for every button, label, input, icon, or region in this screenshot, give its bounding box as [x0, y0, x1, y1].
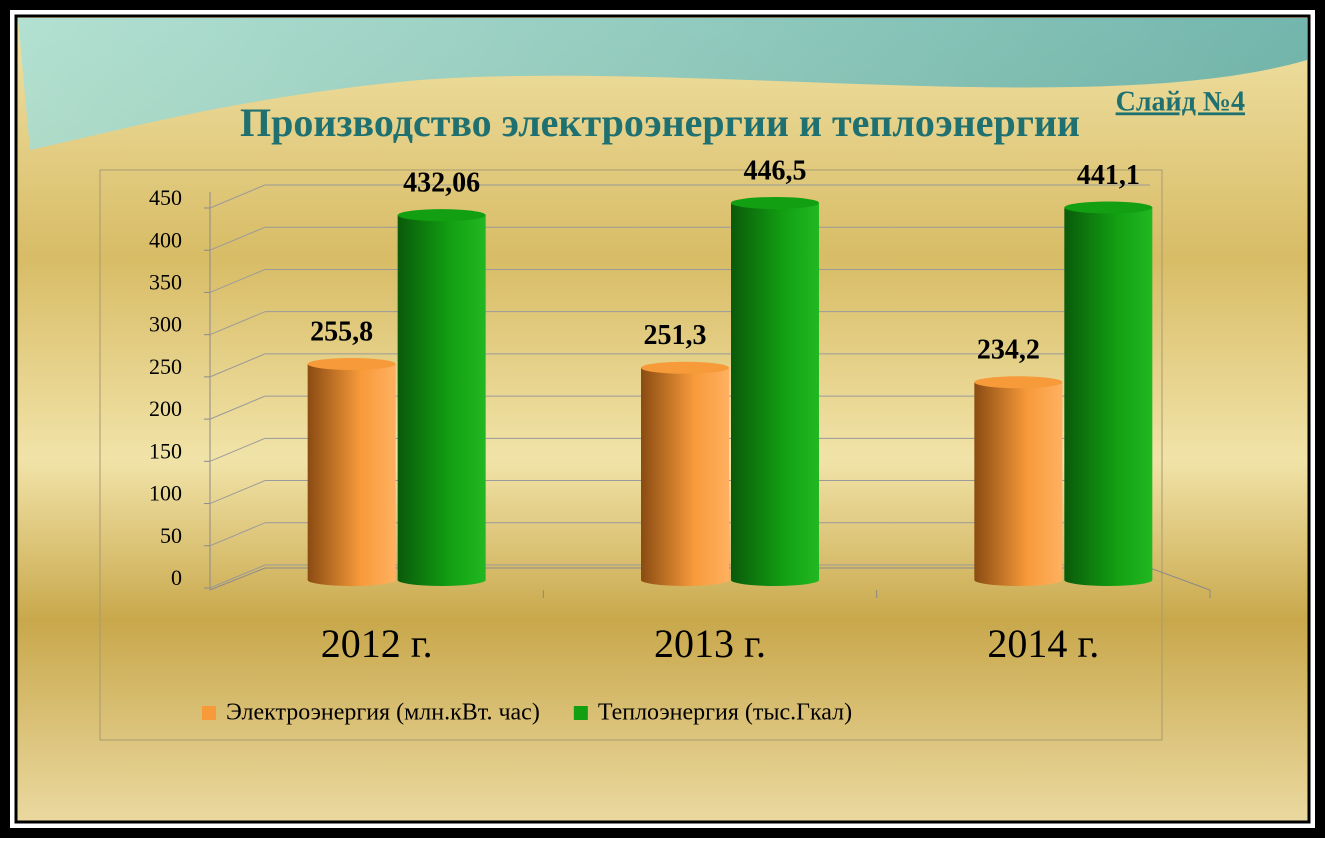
y-tick-label: 250 [149, 354, 182, 379]
chart-title: Производство электроэнергии и теплоэнерг… [240, 100, 1080, 145]
legend-label: Электроэнергия (млн.кВт. час) [226, 700, 540, 726]
bar [641, 368, 729, 580]
value-label: 432,06 [403, 168, 480, 199]
y-tick-label: 350 [149, 269, 182, 294]
bar-base [1064, 574, 1152, 586]
x-tick-label: 2014 г. [987, 621, 1099, 666]
bar-base [641, 574, 729, 586]
slide-label: Слайд №4 [1116, 86, 1245, 117]
legend-label: Теплоэнергия (тыс.Гкал) [598, 700, 852, 726]
value-label: 446,5 [744, 155, 807, 186]
y-tick-label: 0 [171, 565, 182, 590]
y-tick-label: 100 [149, 481, 182, 506]
y-tick-label: 300 [149, 312, 182, 337]
value-label: 441,1 [1077, 160, 1140, 191]
bar-cap [398, 209, 486, 221]
bar-cap [974, 376, 1062, 388]
bar-cap [641, 362, 729, 374]
bar-base [974, 574, 1062, 586]
bar-base [398, 574, 486, 586]
slide: Слайд №4 Производство электроэнергии и т… [0, 0, 1325, 838]
bar-base [731, 574, 819, 586]
bar [731, 203, 819, 580]
legend-swatch [202, 706, 216, 720]
value-label: 234,2 [977, 335, 1040, 366]
bar [974, 382, 1062, 580]
page: {"slide_label": "Слайд №4", "chart_data"… [0, 0, 1325, 838]
bar-cap [1064, 202, 1152, 214]
y-tick-label: 450 [149, 185, 182, 210]
value-label: 255,8 [310, 316, 373, 347]
y-tick-label: 150 [149, 438, 182, 463]
y-tick-label: 400 [149, 227, 182, 252]
legend-swatch [574, 706, 588, 720]
bar-cap [308, 358, 396, 370]
x-tick-label: 2013 г. [654, 621, 766, 666]
y-tick-label: 200 [149, 396, 182, 421]
bar [308, 364, 396, 580]
bar-cap [731, 197, 819, 209]
value-label: 251,3 [644, 320, 707, 351]
y-tick-label: 50 [160, 523, 182, 548]
bar-base [308, 574, 396, 586]
bar [398, 215, 486, 580]
x-tick-label: 2012 г. [321, 621, 433, 666]
bar [1064, 208, 1152, 580]
